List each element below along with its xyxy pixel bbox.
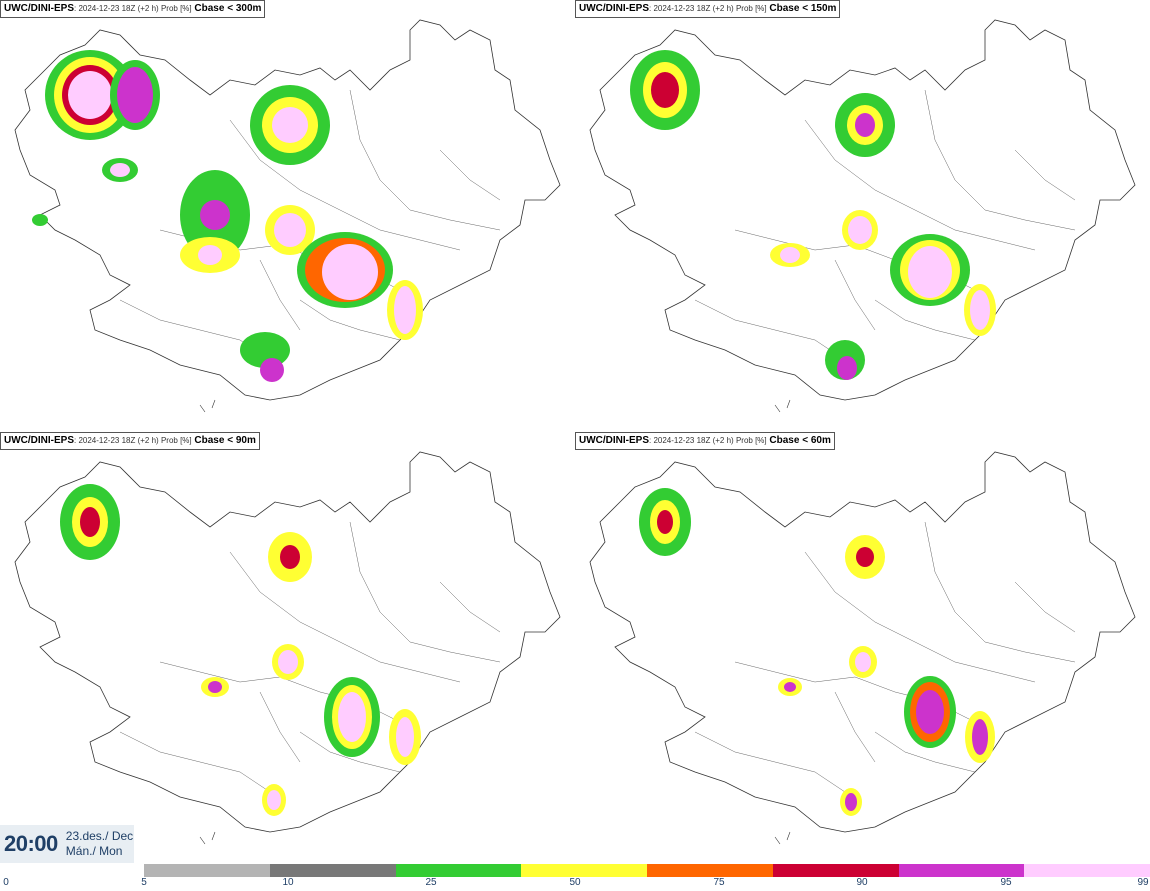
panel-title: UWC/DINI-EPS: 2024-12-23 18Z (+2 h) Prob… — [0, 432, 260, 450]
panel-title: UWC/DINI-EPS: 2024-12-23 18Z (+2 h) Prob… — [0, 0, 266, 18]
colorbar-tick-label: 50 — [569, 877, 581, 888]
panel-title: UWC/DINI-EPS: 2024-12-23 18Z (+2 h) Prob… — [575, 0, 841, 18]
run-info: : 2024-12-23 18Z (+2 h) Prob [%] — [649, 4, 767, 13]
map-panel-300m: UWC/DINI-EPS: 2024-12-23 18Z (+2 h) Prob… — [0, 0, 575, 432]
colorbar-segment — [647, 864, 773, 877]
colorbar-tick-label: 10 — [282, 877, 294, 888]
colorbar-segment — [395, 864, 522, 877]
colorbar-tick-label: 99 — [1137, 877, 1149, 888]
colorbar-tick-label: 0 — [3, 877, 9, 888]
variable-name: Cbase < 60m — [769, 435, 831, 446]
iceland-probability-map — [14, 19, 561, 413]
run-info: : 2024-12-23 18Z (+2 h) Prob [%] — [74, 436, 192, 445]
valid-date: 23.des./ Dec Mán./ Mon — [66, 829, 133, 859]
iceland-probability-map — [14, 451, 561, 845]
map-panel-60m: UWC/DINI-EPS: 2024-12-23 18Z (+2 h) Prob… — [575, 432, 1150, 864]
model-name: UWC/DINI-EPS — [579, 435, 649, 446]
run-info: : 2024-12-23 18Z (+2 h) Prob [%] — [649, 436, 767, 445]
valid-time: 20:00 — [4, 831, 58, 856]
date-line-1: 23.des./ Dec — [65, 829, 134, 843]
model-name: UWC/DINI-EPS — [579, 3, 649, 14]
probability-blobs — [630, 50, 996, 380]
colorbar-segment — [1024, 864, 1150, 877]
probability-colorbar — [144, 864, 1150, 877]
colorbar-tick-label: 95 — [1000, 877, 1012, 888]
colorbar-ticks: 0 5 10 25 50 75 90 95 99 — [0, 877, 1150, 891]
variable-name: Cbase < 300m — [194, 3, 262, 14]
model-name: UWC/DINI-EPS — [4, 435, 74, 446]
model-name: UWC/DINI-EPS — [4, 3, 74, 14]
colorbar-tick-label: 90 — [856, 877, 868, 888]
panel-title: UWC/DINI-EPS: 2024-12-23 18Z (+2 h) Prob… — [575, 432, 835, 450]
colorbar-segment — [898, 864, 1025, 877]
colorbar-segment — [144, 864, 270, 877]
probability-blobs — [639, 488, 995, 816]
colorbar-tick-label: 5 — [141, 877, 147, 888]
run-info: : 2024-12-23 18Z (+2 h) Prob [%] — [74, 4, 192, 13]
date-line-2: Mán./ Mon — [65, 844, 123, 858]
iceland-probability-map — [589, 19, 1136, 413]
valid-time-box: 20:00 23.des./ Dec Mán./ Mon — [0, 825, 134, 863]
variable-name: Cbase < 90m — [194, 435, 256, 446]
map-panel-150m: UWC/DINI-EPS: 2024-12-23 18Z (+2 h) Prob… — [575, 0, 1150, 432]
colorbar-tick-label: 25 — [425, 877, 437, 888]
iceland-probability-map — [589, 451, 1136, 845]
variable-name: Cbase < 150m — [769, 3, 837, 14]
colorbar-segment — [521, 864, 647, 877]
map-panel-90m: UWC/DINI-EPS: 2024-12-23 18Z (+2 h) Prob… — [0, 432, 575, 864]
colorbar-segment — [772, 864, 899, 877]
probability-blobs — [60, 484, 421, 816]
probability-blobs — [32, 50, 423, 382]
colorbar-tick-label: 75 — [713, 877, 725, 888]
colorbar-segment — [269, 864, 396, 877]
